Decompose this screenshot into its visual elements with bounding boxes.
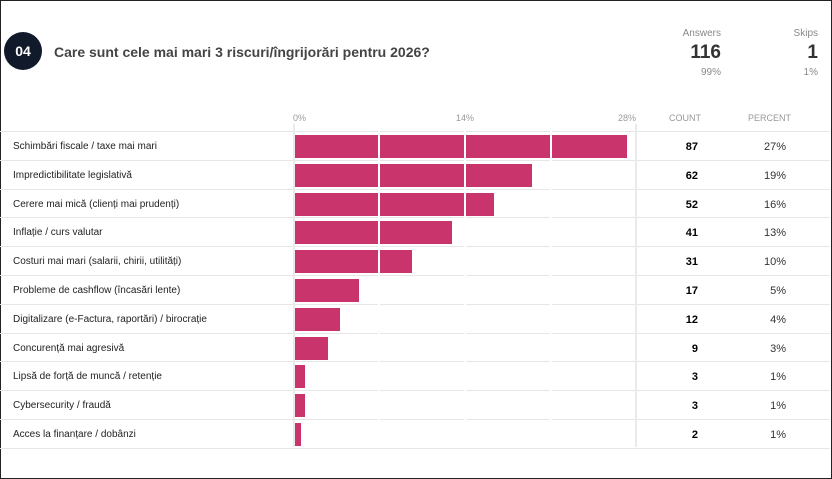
category-label: Inflație / curs valutar (13, 227, 103, 239)
x-tick: 14% (456, 113, 475, 123)
x-tick: 28% (618, 113, 637, 123)
table-row: Cerere mai mică (clienți mai prudenți) 5… (0, 188, 830, 219)
percent-value: 27% (763, 141, 786, 153)
table-row: Inflație / curs valutar 41 13% (0, 217, 830, 247)
table-row: Acces la finanțare / dobânzi 2 1% (0, 419, 830, 449)
table-row: Digitalizare (e-Factura, raportări) / bi… (0, 303, 830, 334)
count-value: 3 (691, 371, 698, 384)
bar (294, 192, 495, 216)
answers-percent: 99% (700, 67, 721, 78)
percent-value: 13% (763, 227, 786, 240)
answers-stat: Answers 116 99% (683, 28, 721, 78)
gridline-overlay (464, 124, 466, 447)
table-row: Lipsă de forță de muncă / retenție 3 1% (0, 361, 830, 391)
count-value: 12 (685, 313, 698, 326)
skips-stat: Skips 1 1% (794, 28, 818, 78)
count-value: 17 (685, 285, 698, 297)
category-label: Cybersecurity / fraudă (13, 400, 111, 412)
category-label: Impredictibilitate legislativă (13, 169, 132, 181)
bar (294, 279, 359, 302)
table-row: Probleme de cashflow (încasări lente) 17… (0, 275, 830, 305)
divider (0, 447, 830, 449)
skips-percent: 1% (803, 67, 818, 78)
category-label: Digitalizare (e-Factura, raportări) / bi… (13, 313, 207, 325)
category-label: Cerere mai mică (clienți mai prudenți) (13, 198, 180, 210)
gridline-overlay (378, 124, 380, 447)
bar (294, 307, 341, 331)
percent-value: 5% (770, 285, 786, 297)
count-value: 87 (685, 141, 698, 153)
count-value: 3 (691, 400, 698, 413)
count-value: 52 (685, 198, 698, 211)
count-header: COUNT (669, 113, 701, 123)
question-title: Care sunt cele mai mari 3 riscuri/îngrij… (54, 44, 430, 60)
bar (294, 423, 302, 446)
table-row: Schimbări fiscale / taxe mai mari 87 27% (0, 131, 830, 161)
category-label: Costuri mai mari (salarii, chirii, utili… (13, 256, 182, 268)
bar (294, 394, 305, 418)
count-value: 31 (685, 256, 698, 269)
skips-label: Skips (793, 28, 818, 39)
count-value: 2 (691, 429, 698, 441)
answers-label: Answers (682, 28, 721, 39)
category-label: Schimbări fiscale / taxe mai mari (13, 141, 157, 152)
table-row: Impredictibilitate legislativă 62 19% (0, 159, 830, 190)
percent-value: 19% (763, 169, 786, 182)
question-number-badge: 04 (4, 32, 42, 70)
count-value: 9 (691, 342, 698, 355)
bar (294, 250, 413, 274)
percent-value: 10% (763, 256, 786, 269)
category-label: Concurență mai agresivă (13, 342, 125, 354)
percent-value: 16% (763, 198, 786, 211)
percent-header: PERCENT (748, 113, 792, 123)
bar (294, 336, 329, 360)
percent-value: 3% (770, 342, 786, 355)
percent-value: 4% (770, 313, 786, 326)
percent-value: 1% (770, 400, 786, 413)
gridline (293, 124, 295, 447)
table-row: Costuri mai mari (salarii, chirii, utili… (0, 246, 830, 276)
table-row: Concurență mai agresivă 9 3% (0, 332, 830, 363)
count-value: 62 (685, 169, 698, 182)
answers-count: 116 (690, 42, 721, 63)
skips-count: 1 (807, 42, 818, 63)
gridline-overlay (550, 124, 552, 447)
bar (294, 221, 452, 245)
table-row: Cybersecurity / fraudă 3 1% (0, 390, 830, 420)
bar (294, 365, 305, 389)
bar (294, 163, 533, 187)
category-label: Probleme de cashflow (încasări lente) (13, 285, 181, 296)
category-label: Lipsă de forță de muncă / retenție (13, 371, 162, 383)
percent-value: 1% (770, 429, 786, 441)
count-value: 41 (685, 227, 698, 240)
category-label: Acces la finanțare / dobânzi (13, 429, 136, 440)
x-tick: 0% (293, 113, 307, 123)
gridline (635, 124, 637, 447)
bar (294, 135, 628, 158)
percent-value: 1% (770, 371, 786, 384)
